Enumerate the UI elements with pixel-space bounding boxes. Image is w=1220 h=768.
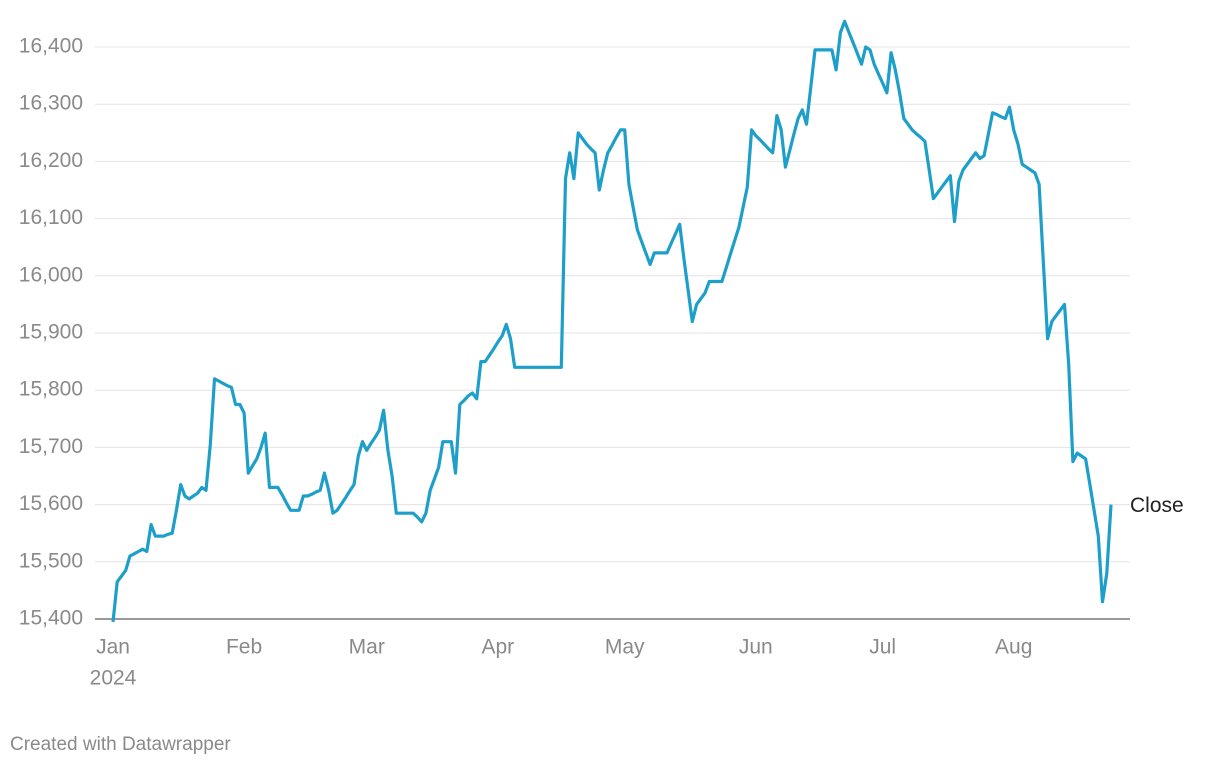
y-tick-label: 15,900 — [19, 321, 83, 344]
x-tick-label: Apr — [481, 636, 514, 659]
x-tick-label: Aug — [995, 636, 1032, 659]
y-tick-label: 16,300 — [19, 92, 83, 115]
y-tick-label: 15,400 — [19, 607, 83, 630]
x-tick-label: Mar — [349, 636, 385, 659]
x-tick-label: Feb — [226, 636, 262, 659]
x-tick-label: Jun — [739, 636, 773, 659]
x-tick-label: Jan — [96, 636, 130, 659]
y-tick-label: 15,700 — [19, 435, 83, 458]
series-label: Close — [1130, 494, 1184, 517]
y-tick-label: 15,500 — [19, 549, 83, 572]
x-tick-label: May — [605, 636, 645, 659]
y-tick-label: 15,600 — [19, 492, 83, 515]
y-tick-label: 16,100 — [19, 206, 83, 229]
year-label: 2024 — [90, 667, 137, 690]
y-tick-label: 16,000 — [19, 263, 83, 286]
line — [111, 19, 1113, 623]
y-tick-label: 15,800 — [19, 378, 83, 401]
y-tick-label: 16,400 — [19, 35, 83, 58]
x-tick-label: Jul — [869, 636, 896, 659]
footer: Created with Datawrapper — [10, 734, 231, 755]
y-tick-label: 16,200 — [19, 149, 83, 172]
